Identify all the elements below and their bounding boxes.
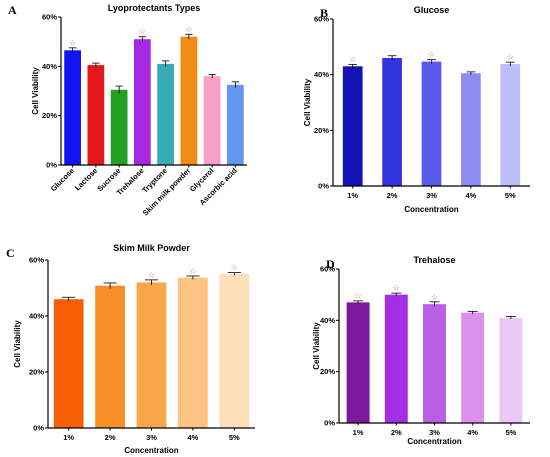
- y-tick-label: 60%: [42, 13, 57, 22]
- y-tick-label: 0%: [46, 161, 57, 170]
- x-axis-label: Concentration: [124, 446, 178, 455]
- x-tick-label: 4%: [467, 428, 478, 437]
- bar: [87, 65, 105, 165]
- x-tick-label: 1%: [63, 433, 74, 442]
- y-axis-label: Cell Viability: [31, 67, 40, 115]
- bar: [342, 66, 363, 186]
- chart-panel-d: D Trehalose Cell Viability Concentration ☆ 1%…: [312, 255, 530, 446]
- y-tick-label: 40%: [29, 312, 44, 321]
- bar: [177, 277, 208, 428]
- y-tick-label: 20%: [320, 367, 335, 376]
- x-tick-label: Lactose: [73, 166, 99, 192]
- bar: [423, 304, 446, 423]
- significance-star: ☆: [428, 50, 435, 59]
- x-tick-label: 2%: [391, 428, 402, 437]
- x-tick-label: 3%: [426, 191, 437, 200]
- y-tick-label: 60%: [320, 265, 335, 274]
- x-tick-label: 3%: [429, 428, 440, 437]
- significance-star: ☆: [185, 25, 192, 34]
- x-tick-label: 5%: [505, 428, 516, 437]
- bar: [134, 39, 151, 166]
- bar: [227, 84, 244, 165]
- chart-title: Trehalose: [413, 255, 455, 265]
- y-tick-label: 0%: [33, 424, 44, 433]
- y-tick-label: 20%: [29, 368, 44, 377]
- x-tick-label: Glucose: [49, 166, 76, 193]
- bar: [110, 89, 128, 165]
- chart-title: Skim Milk Powder: [113, 243, 190, 253]
- significance-star: ☆: [231, 263, 238, 272]
- chart-title: Glucose: [414, 5, 450, 15]
- significance-star: ☆: [189, 266, 196, 275]
- y-axis-label: Cell Viability: [312, 322, 321, 370]
- bar: [180, 36, 198, 165]
- bar: [461, 312, 485, 423]
- y-tick-label: 0%: [318, 182, 329, 191]
- y-tick-label: 60%: [314, 15, 329, 24]
- bar: [136, 282, 167, 428]
- y-tick-label: 40%: [320, 316, 335, 325]
- bar: [384, 294, 408, 423]
- bar: [346, 302, 370, 423]
- panel-label: D: [326, 257, 335, 271]
- x-tick-label: 1%: [353, 428, 364, 437]
- y-tick-label: 20%: [42, 111, 57, 120]
- bar: [203, 76, 221, 165]
- x-tick-label: 3%: [146, 433, 157, 442]
- panel-label: B: [320, 6, 328, 20]
- x-tick-label: 5%: [229, 433, 240, 442]
- chart-panel-a: A Lyoprotectants Types Cell Viability ☆ Gluc…: [8, 3, 247, 218]
- bar: [382, 57, 402, 186]
- panel-label: C: [6, 246, 15, 260]
- chart-title: Lyoprotectants Types: [108, 3, 201, 13]
- chart-panel-b: B Glucose Cell Viability Concentration ☆ 1% 2%…: [303, 5, 530, 214]
- y-tick-label: 40%: [314, 70, 329, 79]
- x-tick-label: 1%: [347, 191, 358, 200]
- bar: [95, 285, 126, 428]
- significance-star: ☆: [139, 27, 146, 36]
- y-tick-label: 0%: [324, 419, 335, 428]
- x-axis-label: Concentration: [407, 437, 461, 446]
- y-tick-label: 60%: [29, 256, 44, 265]
- bar: [421, 61, 442, 186]
- y-axis-label: Cell Viability: [13, 320, 22, 368]
- bar: [500, 64, 521, 186]
- bar: [157, 63, 174, 165]
- significance-star: ☆: [69, 38, 76, 47]
- x-tick-label: 2%: [105, 433, 116, 442]
- x-tick-label: 4%: [187, 433, 198, 442]
- x-tick-label: 4%: [465, 191, 476, 200]
- x-tick-label: 5%: [505, 191, 516, 200]
- y-tick-label: 20%: [314, 126, 329, 135]
- x-tick-label: 2%: [387, 191, 398, 200]
- x-axis-label: Concentration: [404, 205, 458, 214]
- bar: [219, 274, 250, 428]
- significance-star: ☆: [393, 284, 400, 293]
- significance-star: ☆: [507, 53, 514, 62]
- significance-star: ☆: [355, 291, 362, 300]
- bar: [499, 317, 523, 423]
- significance-star: ☆: [431, 292, 438, 301]
- bar: [53, 299, 84, 428]
- significance-star: ☆: [148, 270, 155, 279]
- bar: [64, 50, 81, 165]
- bar: [461, 73, 481, 186]
- significance-star: ☆: [349, 55, 356, 64]
- y-tick-label: 40%: [42, 62, 57, 71]
- chart-panel-c: C Skim Milk Powder Cell Viability Concentra…: [6, 243, 255, 455]
- y-axis-label: Cell Viability: [303, 78, 312, 126]
- panel-label: A: [8, 3, 17, 17]
